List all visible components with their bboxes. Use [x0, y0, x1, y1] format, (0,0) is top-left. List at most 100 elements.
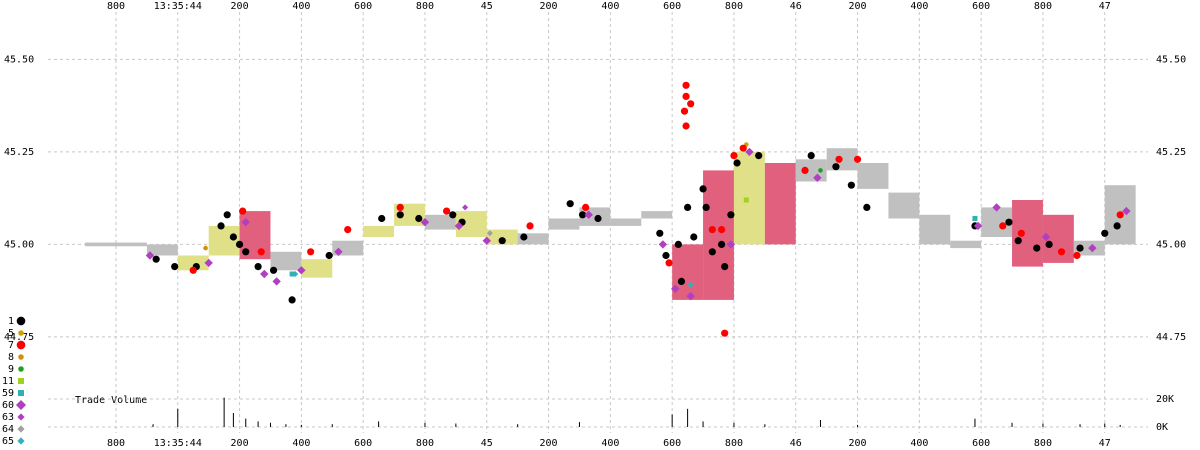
trade-point	[272, 277, 281, 286]
legend-label: 60	[2, 400, 14, 411]
trade-point	[454, 221, 464, 231]
trade-point	[1033, 244, 1041, 252]
legend-marker	[17, 437, 25, 445]
x-tick-label: 800	[107, 1, 125, 12]
trade-point	[566, 200, 574, 208]
x-tick-label: 400	[601, 1, 619, 12]
y-tick-label: 44.75	[4, 332, 34, 343]
x-tick-label: 200	[231, 1, 249, 12]
quote-band	[764, 163, 796, 245]
trade-point	[334, 247, 343, 256]
trade-point	[289, 271, 295, 277]
trade-point	[1005, 218, 1013, 226]
legend-marker	[16, 340, 26, 350]
x-tick-label: 400	[292, 1, 310, 12]
volume-label: Trade Volume	[75, 395, 147, 406]
trade-point	[721, 263, 729, 271]
quote-band	[857, 163, 889, 189]
trade-point	[396, 211, 404, 219]
trade-point	[520, 233, 528, 241]
legend-label: 11	[2, 376, 14, 387]
y-tick-label: 44.75	[1156, 332, 1186, 343]
trade-point	[292, 271, 299, 277]
legend-marker	[17, 413, 25, 421]
trade-point	[1122, 206, 1131, 216]
trade-point	[145, 251, 155, 260]
trade-point	[152, 255, 160, 263]
x-tick-label: 200	[540, 438, 558, 449]
volume-tick-label: 20K	[1156, 394, 1174, 405]
trade-point	[687, 100, 695, 108]
trade-point	[999, 222, 1007, 230]
trade-point	[189, 266, 197, 274]
trade-point	[1057, 248, 1066, 256]
trade-point	[1073, 251, 1081, 260]
legend-label: 1	[8, 316, 14, 327]
x-tick-label: 600	[663, 438, 681, 449]
quote-band	[950, 240, 982, 249]
trade-point	[288, 296, 296, 304]
trade-point	[242, 248, 250, 256]
quote-band	[610, 218, 642, 226]
trade-point	[832, 163, 840, 171]
trade-point	[708, 226, 716, 234]
trade-point	[297, 266, 306, 275]
quote-band	[641, 211, 673, 219]
x-tick-label: 46	[790, 1, 802, 12]
x-tick-label: 800	[1034, 1, 1052, 12]
quote-band	[733, 151, 765, 245]
trade-point	[853, 155, 862, 163]
trade-point	[658, 240, 668, 249]
x-tick-label: 200	[849, 438, 867, 449]
y-tick-label: 45.00	[4, 239, 34, 250]
trade-point	[223, 211, 231, 219]
trade-point	[217, 222, 225, 230]
quote-band	[177, 255, 209, 271]
trade-point	[972, 216, 978, 221]
legend-label: 59	[2, 388, 14, 399]
x-tick-label: 45	[481, 1, 493, 12]
quote-band	[85, 242, 116, 247]
legend-label: 65	[2, 436, 14, 447]
trade-point	[1116, 211, 1124, 219]
x-tick-label: 800	[725, 438, 743, 449]
trade-point	[726, 240, 736, 249]
quote-band	[301, 259, 333, 278]
legend-label: 64	[2, 424, 14, 435]
y-tick-label: 45.25	[1156, 147, 1186, 158]
x-tick-label: 800	[107, 438, 125, 449]
legend-label: 7	[8, 340, 14, 351]
trade-point	[582, 203, 590, 211]
trade-point	[498, 237, 506, 245]
trade-point	[526, 222, 534, 230]
legend-marker	[18, 354, 24, 360]
trade-point	[813, 173, 822, 182]
legend-label: 5	[8, 328, 14, 339]
trade-point	[674, 240, 682, 248]
trade-point	[584, 210, 593, 219]
volume-tick-label: 0K	[1156, 422, 1168, 433]
trade-point	[378, 214, 386, 223]
quote-band	[579, 207, 611, 226]
trade-point	[229, 233, 237, 241]
legend-label: 63	[2, 412, 14, 423]
trade-point	[708, 248, 716, 256]
trade-point	[1041, 232, 1051, 242]
trade-point	[325, 251, 333, 260]
trade-point	[203, 245, 208, 251]
trade-point	[396, 203, 404, 211]
x-tick-label: 200	[849, 1, 867, 12]
x-tick-label: 600	[972, 1, 990, 12]
trade-point	[344, 226, 352, 234]
trade-point	[239, 207, 247, 215]
trade-point	[699, 185, 707, 193]
quote-band	[424, 214, 456, 230]
trade-point	[721, 329, 729, 337]
x-tick-label: 46	[790, 438, 802, 449]
quote-band	[919, 214, 951, 245]
x-tick-label: 600	[354, 438, 372, 449]
trade-point	[682, 122, 690, 130]
y-tick-label: 45.50	[1156, 54, 1186, 65]
y-tick-label: 45.50	[4, 54, 34, 65]
trade-point	[682, 81, 690, 89]
